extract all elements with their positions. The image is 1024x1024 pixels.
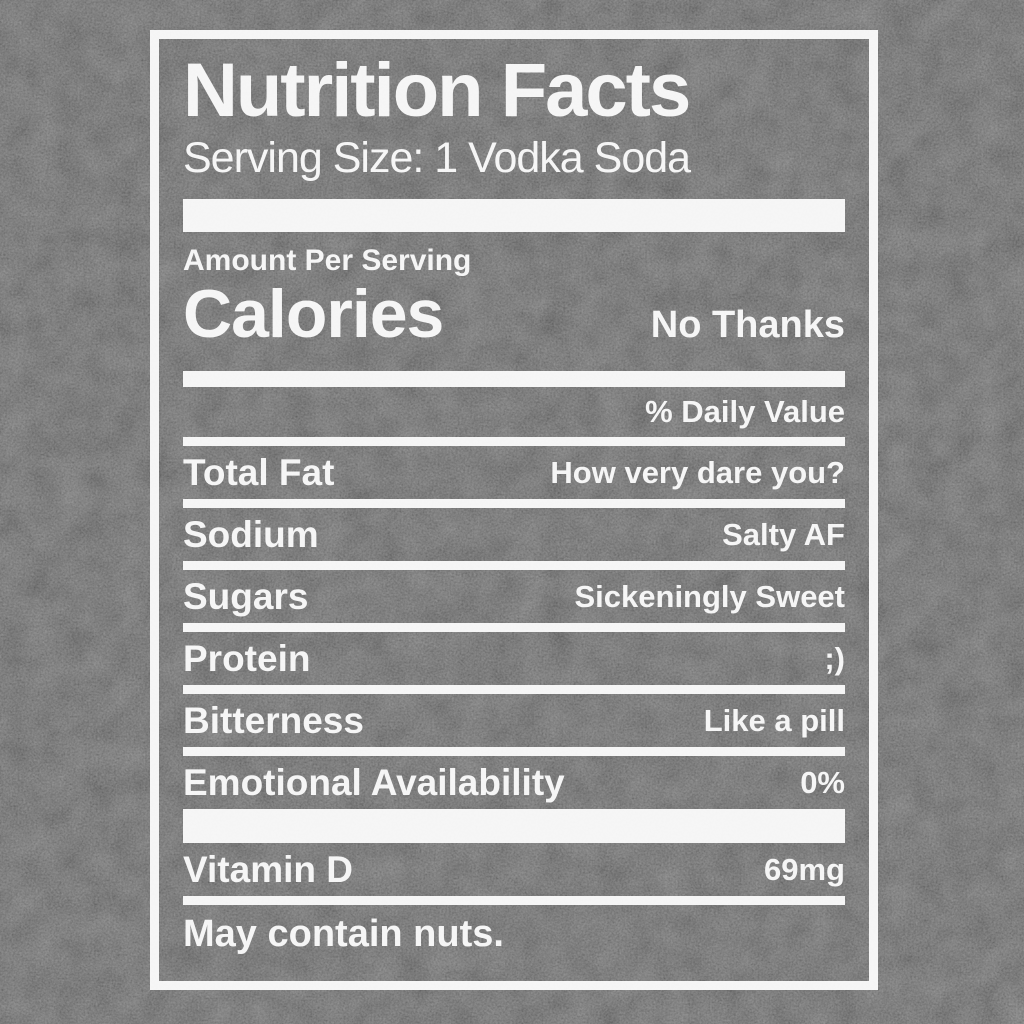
calories-value: No Thanks	[650, 304, 845, 346]
divider-line	[183, 623, 845, 632]
divider-line	[183, 499, 845, 508]
nutrient-value: 0%	[800, 765, 845, 800]
nutrient-value: Sickeningly Sweet	[574, 579, 846, 614]
nutrient-value: 69mg	[764, 852, 845, 887]
divider-thick-top	[183, 199, 845, 232]
nutrient-value: Salty AF	[722, 517, 845, 552]
divider-medium	[183, 371, 845, 387]
label-title: Nutrition Facts	[183, 48, 691, 133]
nutrient-name: Bitterness	[183, 700, 364, 741]
nutrient-row-sugars: Sugars Sickeningly Sweet	[183, 570, 845, 623]
calories-row: Calories No Thanks	[183, 280, 845, 348]
nutrient-name: Vitamin D	[183, 849, 353, 890]
nutrient-row-emotional-availability: Emotional Availability 0%	[183, 756, 845, 809]
nutrient-value: ;)	[824, 641, 845, 676]
nutrient-row-sodium: Sodium Salty AF	[183, 508, 845, 561]
nutrient-name: Sugars	[183, 576, 309, 617]
divider-thick-bottom	[183, 809, 845, 843]
nutrition-label: Nutrition Facts Serving Size: 1 Vodka So…	[150, 30, 878, 990]
nutrient-row-bitterness: Bitterness Like a pill	[183, 694, 845, 747]
divider-line	[183, 896, 845, 905]
divider-line	[183, 685, 845, 694]
calories-label: Calories	[183, 276, 444, 352]
nutrient-name: Total Fat	[183, 452, 335, 493]
footnote-text: May contain nuts.	[183, 913, 504, 955]
divider-line	[183, 747, 845, 756]
nutrient-row-protein: Protein ;)	[183, 632, 845, 685]
amount-per-serving-text: Amount Per Serving	[183, 244, 472, 277]
nutrient-row-total-fat: Total Fat How very dare you?	[183, 446, 845, 499]
nutrient-value: How very dare you?	[550, 455, 845, 490]
nutrient-name: Protein	[183, 638, 311, 679]
nutrient-value: Like a pill	[703, 703, 845, 738]
serving-size-text: Serving Size: 1 Vodka Soda	[183, 134, 691, 182]
divider-line	[183, 561, 845, 570]
nutrient-name: Sodium	[183, 514, 319, 555]
divider-line	[183, 437, 845, 446]
nutrient-name: Emotional Availability	[183, 762, 565, 803]
daily-value-header: % Daily Value	[645, 394, 845, 429]
nutrient-row-vitamin-d: Vitamin D 69mg	[183, 843, 845, 896]
